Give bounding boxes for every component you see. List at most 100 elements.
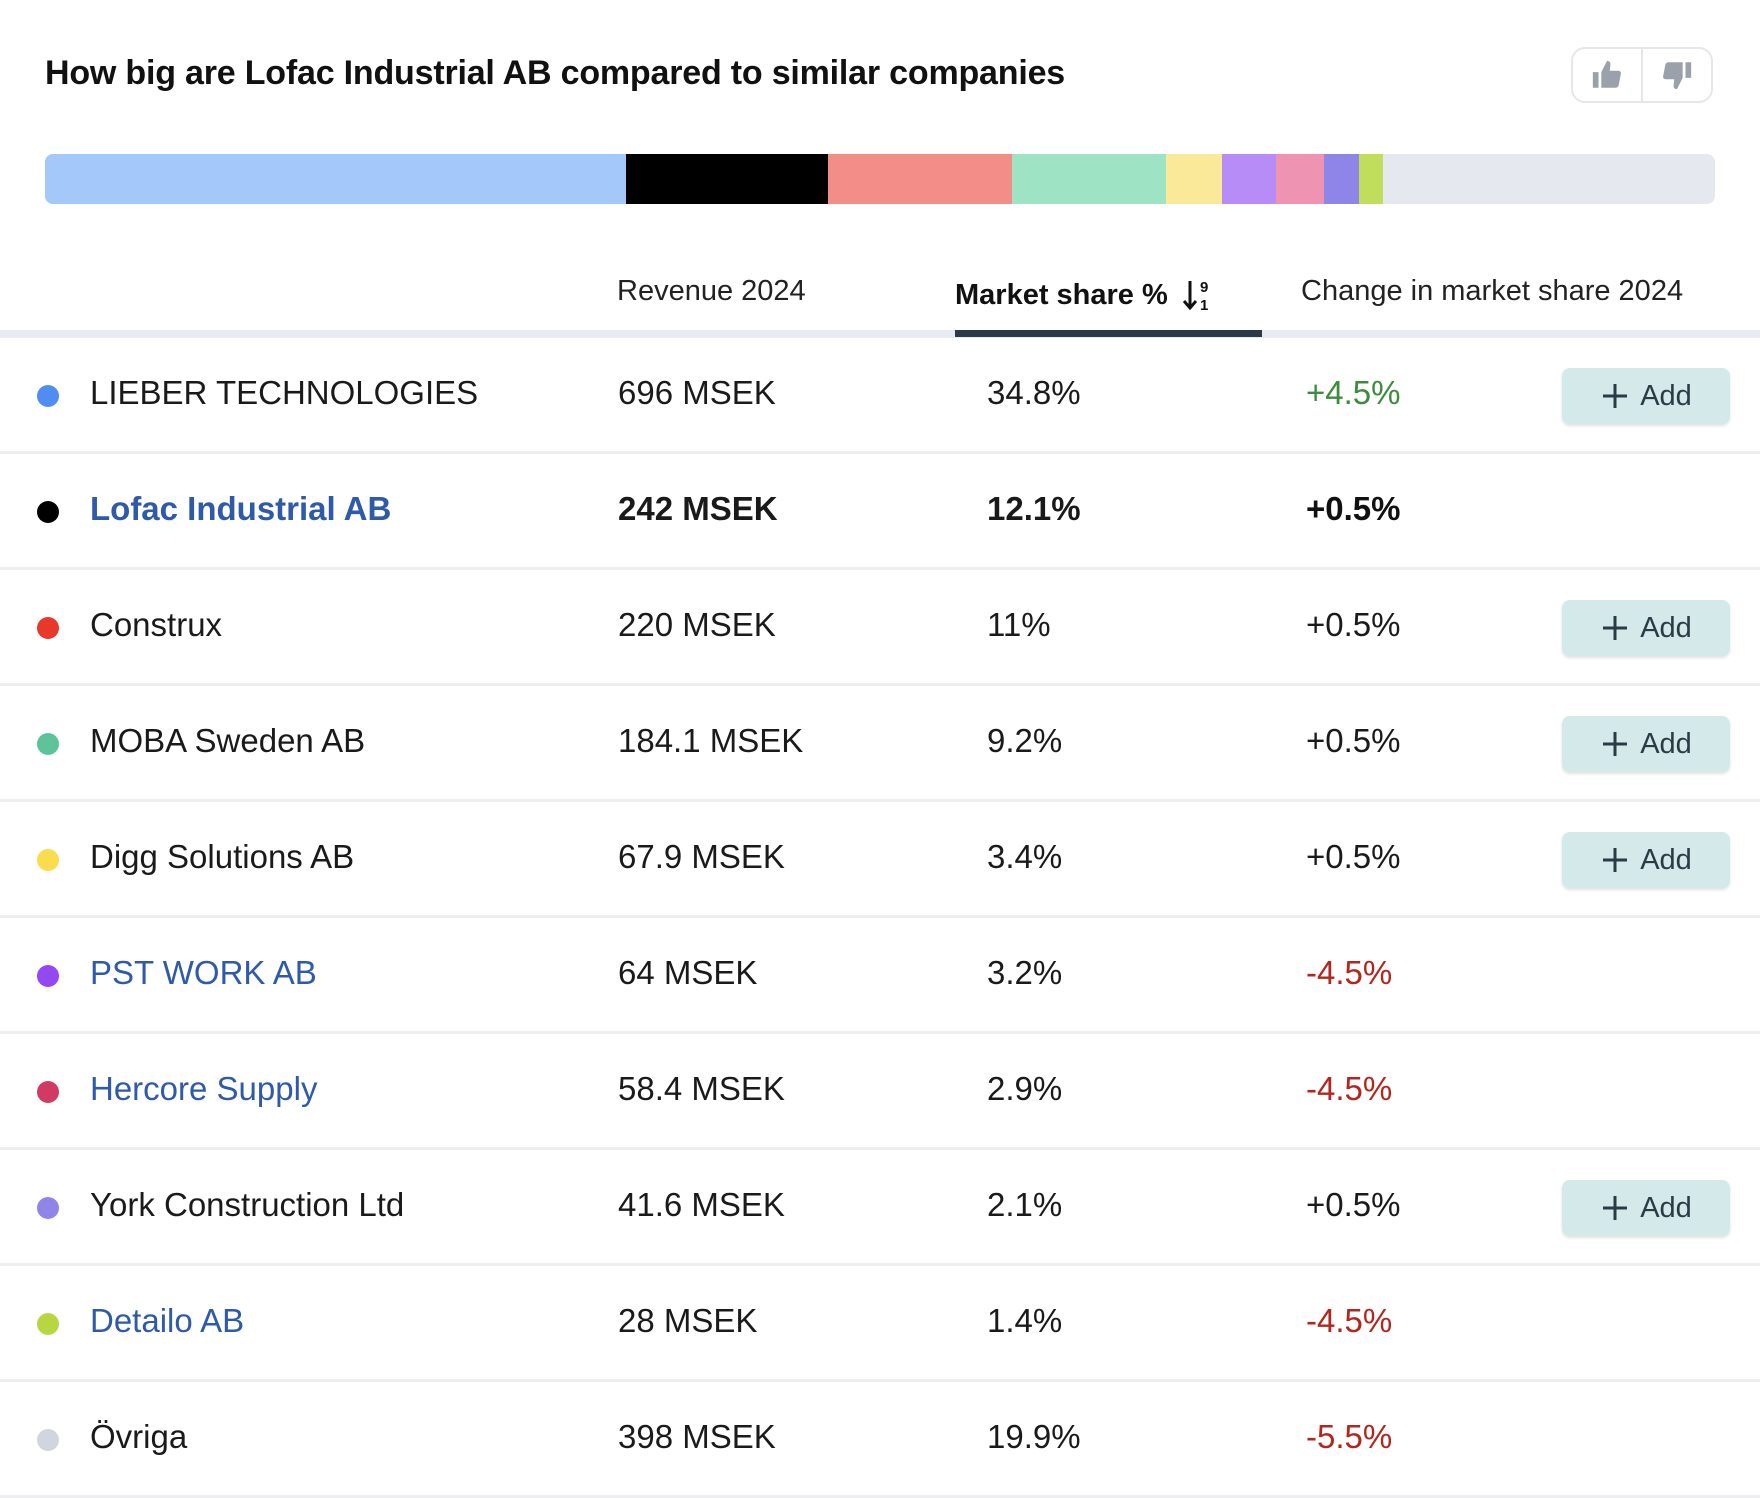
company-color-dot	[37, 1313, 59, 1335]
company-table: LIEBER TECHNOLOGIES 696 MSEK 34.8% +4.5% Add…	[0, 338, 1760, 1498]
add-company-button[interactable]: Add	[1562, 832, 1730, 888]
share-change-value: +0.5%	[1306, 606, 1401, 643]
share-bar-segment	[45, 154, 627, 204]
table-row: PST WORK AB 64 MSEK 3.2% -4.5%	[0, 918, 1760, 1034]
company-name: Construx	[90, 606, 223, 643]
revenue-value: 28 MSEK	[618, 1302, 758, 1339]
revenue-value: 64 MSEK	[618, 954, 758, 991]
svg-text:9: 9	[1200, 279, 1208, 296]
plus-icon	[1603, 848, 1628, 872]
table-row: Hercore Supply 58.4 MSEK 2.9% -4.5%	[0, 1034, 1760, 1150]
company-name-link[interactable]: PST WORK AB	[90, 954, 317, 991]
market-share-value: 3.4%	[987, 838, 1063, 875]
column-header-market-share-label: Market share %	[955, 278, 1168, 311]
share-bar-segment	[1011, 154, 1166, 204]
table-row: Detailo AB 28 MSEK 1.4% -4.5%	[0, 1266, 1760, 1382]
revenue-value: 242 MSEK	[618, 490, 778, 527]
company-color-dot	[37, 849, 59, 871]
share-change-value: -5.5%	[1306, 1418, 1393, 1455]
company-name-link[interactable]: Detailo AB	[90, 1302, 245, 1339]
column-header-revenue[interactable]: Revenue 2024	[617, 275, 806, 307]
market-share-value: 3.2%	[987, 954, 1063, 991]
table-row: Lofac Industrial AB 242 MSEK 12.1% +0.5%	[0, 454, 1760, 570]
table-row: York Construction Ltd 41.6 MSEK 2.1% +0.5% A…	[0, 1150, 1760, 1266]
add-company-button[interactable]: Add	[1562, 1180, 1730, 1236]
table-row: MOBA Sweden AB 184.1 MSEK 9.2% +0.5% Add	[0, 686, 1760, 802]
company-color-dot	[37, 1429, 59, 1451]
share-change-value: +0.5%	[1306, 722, 1401, 759]
company-name: MOBA Sweden AB	[90, 722, 366, 759]
sort-descending-icon: 9 1	[1182, 279, 1208, 314]
add-company-button[interactable]: Add	[1562, 716, 1730, 772]
revenue-value: 184.1 MSEK	[618, 722, 804, 759]
market-share-value: 19.9%	[987, 1418, 1081, 1455]
share-bar-segment	[1275, 154, 1325, 204]
card-title: How big are Lofac Industrial AB compared…	[45, 54, 1065, 92]
add-button-label: Add	[1640, 843, 1692, 876]
add-company-button[interactable]: Add	[1562, 600, 1730, 656]
column-header-market-share[interactable]: Market share % 9 1	[955, 275, 1216, 315]
plus-icon	[1603, 732, 1628, 756]
share-change-value: -4.5%	[1306, 1070, 1393, 1107]
share-change-value: +4.5%	[1306, 374, 1401, 411]
share-change-value: +0.5%	[1306, 838, 1401, 875]
company-color-dot	[37, 965, 59, 987]
svg-text:1: 1	[1200, 297, 1208, 314]
share-change-value: -4.5%	[1306, 1302, 1393, 1339]
revenue-value: 58.4 MSEK	[618, 1070, 785, 1107]
market-share-value: 9.2%	[987, 722, 1063, 759]
market-share-value: 2.9%	[987, 1070, 1063, 1107]
revenue-value: 398 MSEK	[618, 1418, 776, 1455]
company-name: Övriga	[90, 1418, 188, 1455]
thumbs-up-button[interactable]	[1573, 49, 1641, 101]
market-share-value: 2.1%	[987, 1186, 1063, 1223]
company-name-link[interactable]: Lofac Industrial AB	[90, 490, 392, 527]
column-header-change[interactable]: Change in market share 2024	[1301, 275, 1684, 307]
plus-icon	[1603, 616, 1628, 640]
plus-icon	[1603, 1196, 1628, 1220]
share-bar-segment	[626, 154, 829, 204]
thumbs-down-icon	[1663, 62, 1692, 90]
market-share-value: 34.8%	[987, 374, 1081, 411]
share-bar-segment	[1324, 154, 1360, 204]
header-divider	[0, 330, 1760, 338]
add-company-button[interactable]: Add	[1562, 368, 1730, 424]
share-bar-segment	[1165, 154, 1223, 204]
company-name: LIEBER TECHNOLOGIES	[90, 374, 479, 411]
thumbs-up-icon	[1592, 60, 1621, 88]
share-bar-segment	[1359, 154, 1383, 204]
market-share-bar	[45, 154, 1715, 204]
table-header: Revenue 2024 Market share % 9 1 Change i…	[0, 255, 1760, 335]
add-button-label: Add	[1640, 611, 1692, 644]
company-color-dot	[37, 1081, 59, 1103]
thumbs-down-button[interactable]	[1641, 49, 1711, 101]
company-color-dot	[37, 385, 59, 407]
company-name: Digg Solutions AB	[90, 838, 355, 875]
revenue-value: 696 MSEK	[618, 374, 776, 411]
add-button-label: Add	[1640, 1191, 1692, 1224]
market-share-value: 11%	[987, 606, 1051, 643]
market-share-value: 1.4%	[987, 1302, 1063, 1339]
active-sort-indicator	[955, 330, 1262, 337]
table-row: Digg Solutions AB 67.9 MSEK 3.4% +0.5% Add	[0, 802, 1760, 918]
table-row: LIEBER TECHNOLOGIES 696 MSEK 34.8% +4.5% Add	[0, 338, 1760, 454]
share-bar-segment	[1222, 154, 1276, 204]
add-button-label: Add	[1640, 727, 1692, 760]
company-color-dot	[37, 501, 59, 523]
company-color-dot	[37, 617, 59, 639]
feedback-buttons	[1571, 47, 1713, 103]
table-row: Övriga 398 MSEK 19.9% -5.5%	[0, 1382, 1760, 1498]
add-button-label: Add	[1640, 379, 1692, 412]
company-name-link[interactable]: Hercore Supply	[90, 1070, 318, 1107]
share-change-value: +0.5%	[1306, 490, 1401, 527]
company-name: York Construction Ltd	[90, 1186, 405, 1223]
market-share-value: 12.1%	[987, 490, 1081, 527]
share-change-value: +0.5%	[1306, 1186, 1401, 1223]
revenue-value: 41.6 MSEK	[618, 1186, 785, 1223]
revenue-value: 67.9 MSEK	[618, 838, 785, 875]
revenue-value: 220 MSEK	[618, 606, 776, 643]
table-row: Construx 220 MSEK 11% +0.5% Add	[0, 570, 1760, 686]
plus-icon	[1603, 384, 1628, 408]
company-color-dot	[37, 733, 59, 755]
share-bar-segment	[828, 154, 1012, 204]
